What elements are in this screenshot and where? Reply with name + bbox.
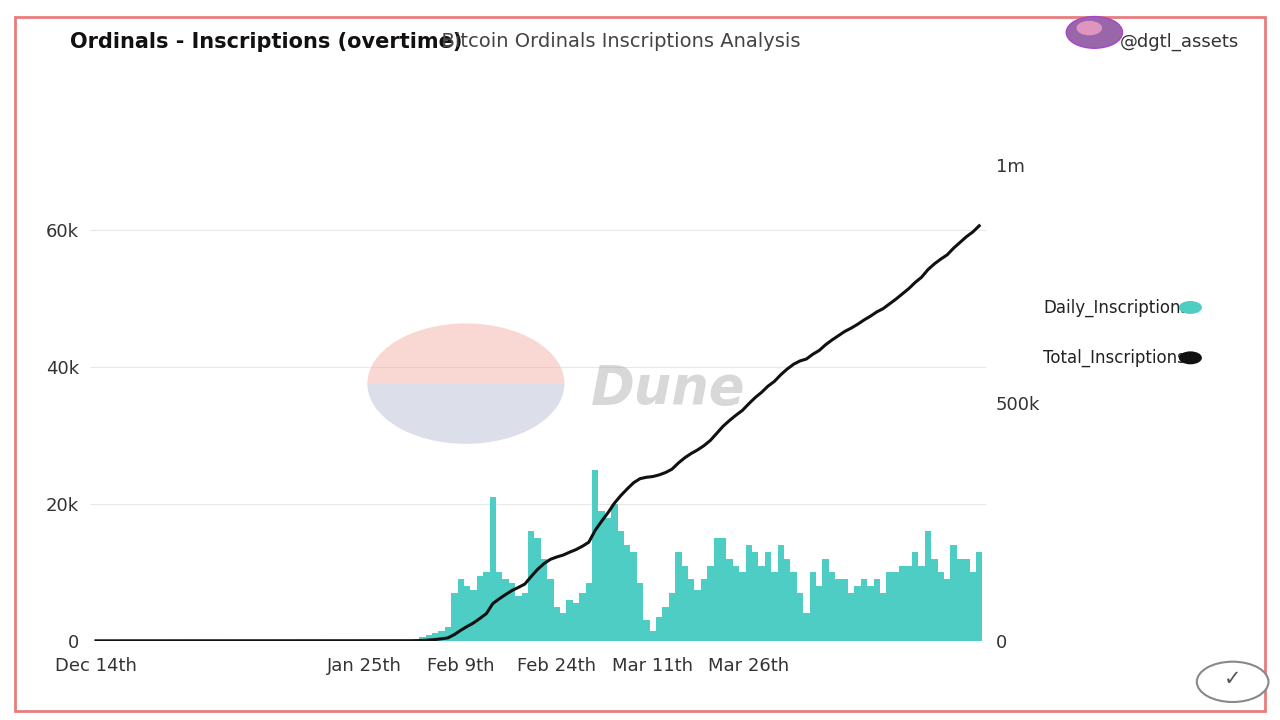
Bar [412, 639, 419, 641]
Bar [508, 582, 515, 641]
Bar [599, 511, 604, 641]
Bar [676, 552, 681, 641]
Bar [943, 579, 950, 641]
Bar [433, 633, 438, 641]
Bar [886, 572, 893, 641]
Bar [783, 559, 790, 641]
Bar [899, 566, 906, 641]
Bar [681, 566, 689, 641]
Bar [476, 576, 483, 641]
Bar [732, 566, 740, 641]
Bar [586, 582, 591, 641]
Bar [809, 572, 817, 641]
Bar [420, 637, 425, 641]
Bar [484, 572, 489, 641]
Bar [573, 603, 579, 641]
Bar [502, 579, 508, 641]
Bar [694, 590, 701, 641]
Bar [540, 559, 548, 641]
Bar [579, 593, 585, 641]
Wedge shape [367, 323, 564, 384]
Bar [604, 518, 612, 641]
Bar [471, 590, 476, 641]
Bar [495, 572, 502, 641]
Text: Ordinals - Inscriptions (overtime): Ordinals - Inscriptions (overtime) [70, 32, 463, 53]
Bar [765, 552, 771, 641]
Bar [657, 617, 663, 641]
Bar [591, 470, 599, 641]
Bar [529, 531, 535, 641]
Bar [452, 593, 458, 641]
Bar [630, 552, 637, 641]
Bar [643, 620, 649, 641]
Bar [796, 593, 804, 641]
Bar [823, 559, 829, 641]
Text: Daily_Inscriptions: Daily_Inscriptions [1043, 298, 1189, 317]
Bar [881, 593, 886, 641]
Bar [554, 606, 561, 641]
Bar [727, 559, 732, 641]
Text: @dgtl_assets: @dgtl_assets [1120, 32, 1239, 50]
Bar [906, 566, 911, 641]
Bar [719, 539, 727, 641]
Bar [893, 572, 899, 641]
Text: Bitcoin Ordinals Inscriptions Analysis: Bitcoin Ordinals Inscriptions Analysis [429, 32, 800, 51]
Bar [868, 586, 873, 641]
Bar [829, 572, 835, 641]
Bar [458, 579, 463, 641]
Bar [522, 593, 529, 641]
Bar [740, 572, 745, 641]
Bar [668, 593, 676, 641]
Bar [689, 579, 694, 641]
Bar [924, 531, 932, 641]
Text: Total_Inscriptions: Total_Inscriptions [1043, 348, 1187, 367]
Bar [970, 572, 975, 641]
Wedge shape [367, 384, 564, 444]
Bar [425, 635, 431, 641]
Bar [963, 559, 970, 641]
Bar [663, 606, 668, 641]
Bar [753, 552, 758, 641]
Bar [932, 559, 937, 641]
Bar [919, 566, 924, 641]
Bar [438, 631, 445, 641]
Bar [649, 631, 655, 641]
Bar [950, 545, 957, 641]
Bar [817, 586, 822, 641]
Bar [847, 593, 855, 641]
Text: ✓: ✓ [1224, 669, 1242, 689]
Bar [835, 579, 842, 641]
Bar [561, 613, 566, 641]
Bar [617, 531, 623, 641]
Bar [637, 582, 643, 641]
Bar [975, 552, 983, 641]
Bar [804, 613, 809, 641]
Bar [842, 579, 847, 641]
Bar [937, 572, 943, 641]
Bar [758, 566, 765, 641]
Bar [548, 579, 554, 641]
Bar [535, 539, 540, 641]
Bar [911, 552, 918, 641]
Text: Dune: Dune [591, 363, 746, 415]
Bar [791, 572, 796, 641]
Bar [445, 627, 451, 641]
Bar [625, 545, 630, 641]
Bar [707, 566, 714, 641]
Bar [714, 539, 719, 641]
Bar [855, 586, 860, 641]
Bar [745, 545, 751, 641]
Bar [701, 579, 707, 641]
Bar [873, 579, 881, 641]
Bar [771, 572, 777, 641]
Bar [860, 579, 868, 641]
Bar [566, 600, 573, 641]
Bar [463, 586, 470, 641]
Bar [777, 545, 783, 641]
Bar [489, 497, 495, 641]
Bar [612, 504, 617, 641]
Bar [957, 559, 963, 641]
Bar [516, 596, 522, 641]
